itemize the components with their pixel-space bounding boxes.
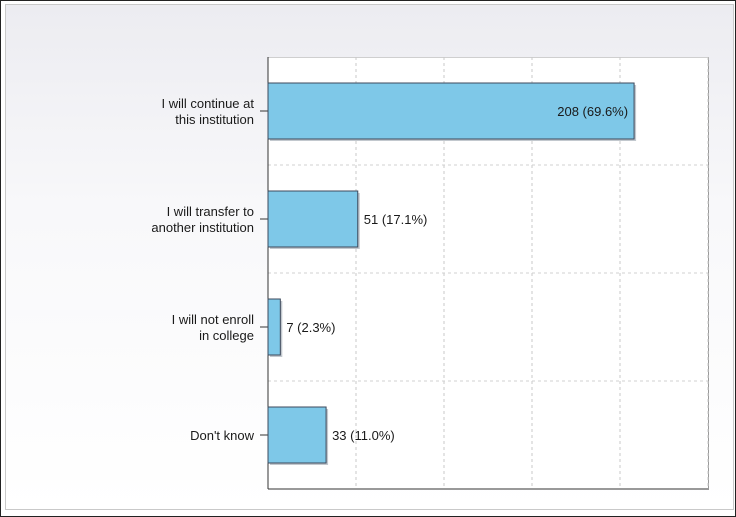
bar — [267, 190, 359, 248]
category-label-line: in college — [199, 328, 254, 343]
value-label: 208 (69.6%) — [557, 104, 628, 119]
category-label: I will continue at this institution — [162, 96, 255, 127]
bar — [267, 298, 281, 356]
category-label: I will not enroll in college — [172, 312, 254, 343]
category-label-line: this institution — [175, 112, 254, 127]
value-label: 51 (17.1%) — [364, 212, 428, 227]
category-label-line: I will not enroll — [172, 312, 254, 327]
label-layer: I will continue at this institution 208 (6… — [151, 96, 628, 443]
bar — [267, 82, 635, 140]
bar — [267, 406, 327, 464]
value-label: 33 (11.0%) — [332, 428, 395, 443]
bar-layer — [267, 82, 637, 465]
category-label-line: I will continue at — [162, 96, 255, 111]
category-label-line: another institution — [151, 220, 254, 235]
category-label-line: I will transfer to — [167, 204, 254, 219]
category-label: Don't know — [190, 428, 255, 443]
value-label: 7 (2.3%) — [286, 320, 335, 335]
category-label-line: Don't know — [190, 428, 255, 443]
category-label: I will transfer to another institution — [151, 204, 254, 235]
